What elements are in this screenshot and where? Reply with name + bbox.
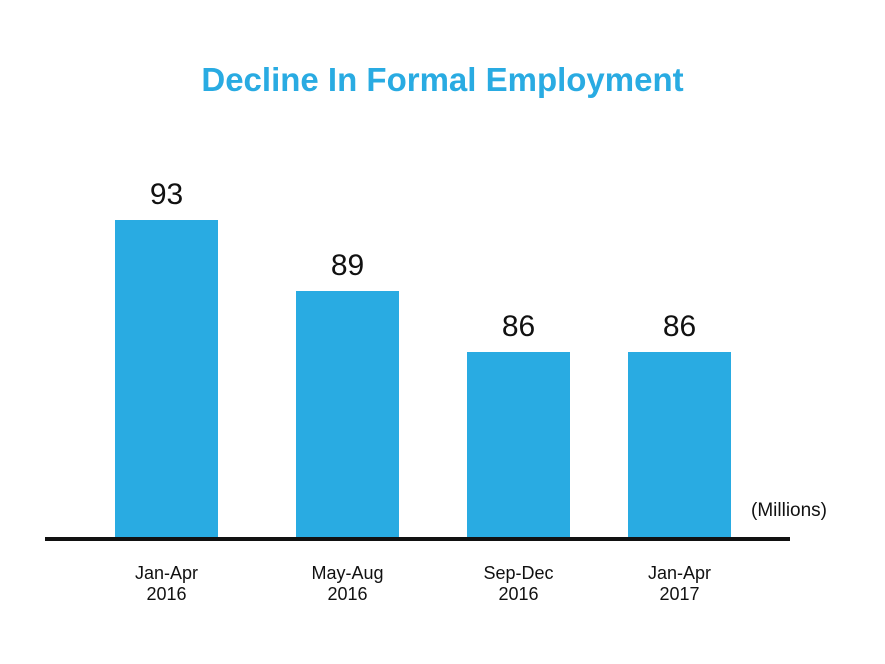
chart-title: Decline In Formal Employment: [201, 61, 684, 98]
bar: [628, 352, 731, 540]
category-label: Sep-Dec 2016: [483, 563, 554, 604]
bar: [296, 291, 399, 540]
bar-value-label: 86: [501, 310, 536, 343]
unit-label: (Millions): [751, 500, 827, 521]
category-label: May-Aug 2016: [311, 563, 384, 604]
bar: [115, 220, 218, 540]
bar-value-label: 86: [662, 310, 697, 343]
bar-value-label: 93: [149, 178, 184, 211]
bar: [467, 352, 570, 540]
category-label: Jan-Apr 2016: [134, 563, 199, 604]
category-label: Jan-Apr 2017: [647, 563, 712, 604]
bar-value-label: 89: [330, 249, 365, 282]
x-axis-line: [45, 537, 790, 541]
